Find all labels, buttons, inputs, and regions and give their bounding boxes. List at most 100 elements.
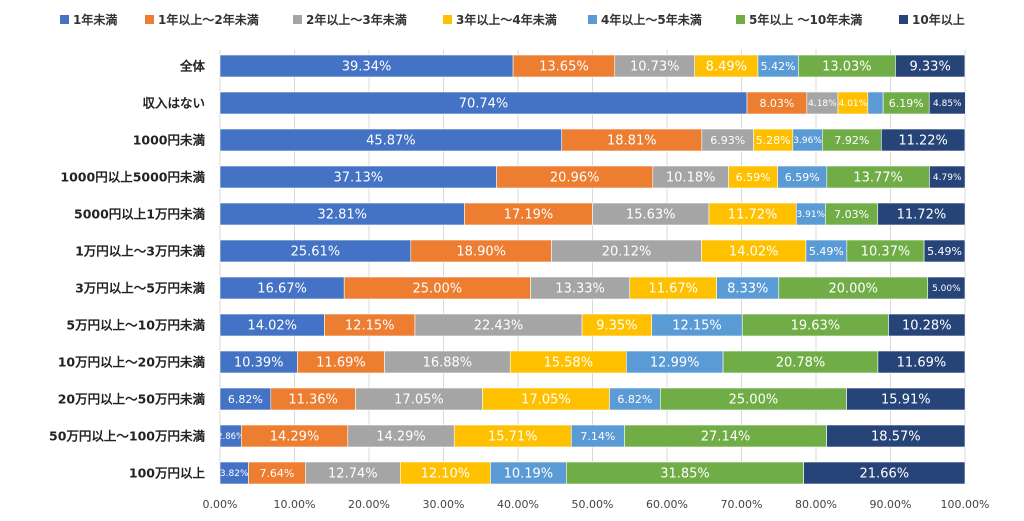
x-tick-label: 50.00% bbox=[572, 498, 614, 511]
legend-swatch bbox=[588, 15, 597, 24]
data-label: 10.18% bbox=[666, 171, 716, 186]
data-label: 15.71% bbox=[488, 430, 538, 445]
data-label: 11.69% bbox=[316, 356, 366, 371]
data-label: 3.96% bbox=[793, 136, 822, 146]
x-tick-label: 30.00% bbox=[423, 498, 465, 511]
data-label: 25.61% bbox=[291, 245, 341, 260]
x-tick-label: 100.00% bbox=[941, 498, 990, 511]
bar-segment bbox=[923, 239, 966, 263]
category-label: 全体 bbox=[179, 59, 206, 74]
data-label: 25.00% bbox=[729, 393, 779, 408]
data-label: 8.49% bbox=[706, 60, 747, 75]
data-label: 15.63% bbox=[626, 208, 676, 223]
legend: 1年未満 1年以上～2年未満 2年以上～3年未満 3年以上～4年未満 4年以上～5年未満… bbox=[60, 12, 965, 27]
bar-segment bbox=[877, 202, 966, 226]
data-label: 14.29% bbox=[376, 430, 426, 445]
x-tick-label: 10.00% bbox=[274, 498, 316, 511]
bar-segment bbox=[928, 91, 966, 115]
data-label: 6.19% bbox=[889, 97, 924, 110]
data-label: 12.74% bbox=[328, 467, 378, 482]
data-label: 20.78% bbox=[776, 356, 826, 371]
data-label: 7.14% bbox=[580, 430, 615, 443]
legend-label: 2年以上～3年未満 bbox=[306, 12, 407, 27]
legend-label: 10年以上 bbox=[912, 12, 965, 27]
data-label: 5.49% bbox=[927, 245, 962, 258]
data-label: 13.65% bbox=[539, 60, 589, 75]
data-label: 16.67% bbox=[257, 282, 307, 297]
data-label: 12.15% bbox=[672, 319, 722, 334]
data-label: 13.77% bbox=[853, 171, 903, 186]
bars: 39.34% 13.65% 10.73% 8.49% 5.42% 13.03% 9.33% 7… bbox=[217, 54, 966, 485]
data-label: 11.22% bbox=[898, 134, 948, 149]
bar-segment bbox=[867, 91, 884, 115]
data-label: 12.99% bbox=[650, 356, 700, 371]
legend-swatch bbox=[736, 15, 745, 24]
data-label: 4.79% bbox=[933, 173, 962, 183]
data-label: 21.66% bbox=[860, 467, 910, 482]
data-label: 18.81% bbox=[607, 134, 657, 149]
legend-label: 1年未満 bbox=[73, 12, 117, 27]
legend-swatch bbox=[60, 15, 69, 24]
data-label: 7.03% bbox=[834, 208, 869, 221]
data-label: 14.02% bbox=[729, 245, 779, 260]
category-label: 100万円以上 bbox=[129, 466, 206, 481]
data-label: 3.82% bbox=[220, 469, 249, 479]
data-label: 14.02% bbox=[247, 319, 297, 334]
data-label: 9.33% bbox=[910, 60, 951, 75]
gridlines bbox=[219, 50, 966, 484]
data-label: 6.59% bbox=[736, 171, 771, 184]
data-label: 37.13% bbox=[334, 171, 384, 186]
data-label: 4.01% bbox=[839, 99, 868, 109]
legend-label: 4年以上～5年未満 bbox=[601, 12, 702, 27]
data-label: 6.82% bbox=[228, 393, 263, 406]
legend-label: 3年以上～4年未満 bbox=[456, 12, 557, 27]
data-label: 8.33% bbox=[727, 282, 768, 297]
category-label: 収入はない bbox=[142, 96, 205, 111]
x-axis-ticks: 0.00% 10.00% 20.00% 30.00% 40.00% 50.00% 60.00… bbox=[203, 498, 990, 511]
category-label: 3万円以上～5万円未満 bbox=[75, 281, 205, 296]
bar-segment bbox=[826, 424, 966, 448]
data-label: 25.00% bbox=[413, 282, 463, 297]
data-label: 17.05% bbox=[394, 393, 444, 408]
data-label: 10.39% bbox=[234, 356, 284, 371]
data-label: 5.28% bbox=[756, 134, 791, 147]
data-label: 20.00% bbox=[828, 282, 878, 297]
category-label: 20万円以上～50万円未満 bbox=[58, 392, 206, 407]
data-label: 12.15% bbox=[345, 319, 395, 334]
category-label: 10万円以上～20万円未満 bbox=[58, 355, 206, 370]
data-label: 5.49% bbox=[809, 245, 844, 258]
bar-segment bbox=[846, 387, 966, 411]
data-label: 2.86% bbox=[217, 432, 244, 442]
data-label: 18.90% bbox=[456, 245, 506, 260]
data-label: 9.35% bbox=[596, 319, 637, 334]
category-label: 1万円以上～3万円未満 bbox=[75, 244, 205, 259]
data-label: 8.03% bbox=[759, 97, 794, 110]
legend-swatch bbox=[443, 15, 452, 24]
data-label: 6.93% bbox=[710, 134, 745, 147]
data-label: 39.34% bbox=[342, 60, 392, 75]
category-label: 5000円以上1万円未満 bbox=[74, 207, 205, 222]
legend-swatch bbox=[145, 15, 154, 24]
bar-segment bbox=[929, 165, 966, 189]
data-label: 14.29% bbox=[270, 430, 320, 445]
bar-segment bbox=[888, 313, 966, 337]
data-label: 10.73% bbox=[630, 60, 680, 75]
x-tick-label: 80.00% bbox=[795, 498, 837, 511]
bar-segment bbox=[895, 54, 966, 78]
legend-swatch bbox=[293, 15, 302, 24]
data-label: 5.00% bbox=[932, 284, 961, 294]
data-label: 10.37% bbox=[861, 245, 911, 260]
data-label: 15.91% bbox=[881, 393, 931, 408]
x-tick-label: 60.00% bbox=[646, 498, 688, 511]
data-label: 17.19% bbox=[504, 208, 554, 223]
category-label: 5万円以上～10万円未満 bbox=[66, 318, 205, 333]
data-label: 10.19% bbox=[504, 467, 554, 482]
data-label: 17.05% bbox=[521, 393, 571, 408]
data-label: 11.36% bbox=[288, 393, 338, 408]
data-label: 7.92% bbox=[834, 134, 869, 147]
legend-swatch bbox=[899, 15, 908, 24]
data-label: 11.72% bbox=[728, 208, 778, 223]
x-tick-label: 20.00% bbox=[348, 498, 390, 511]
x-tick-label: 40.00% bbox=[497, 498, 539, 511]
